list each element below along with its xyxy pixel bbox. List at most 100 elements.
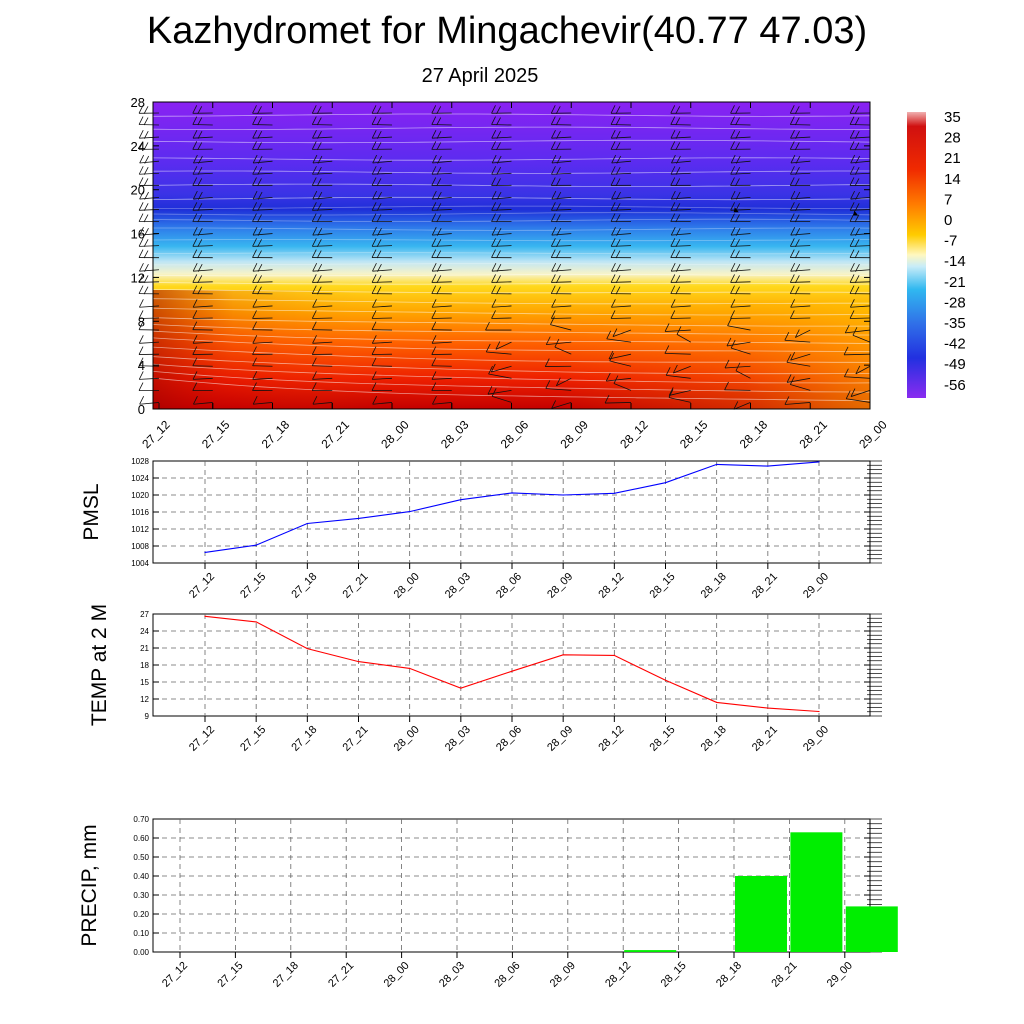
precip-bar [735, 876, 787, 952]
wind-barb-flag [849, 238, 855, 247]
wind-barb-flag [735, 227, 741, 236]
y-tick-label: 1024 [131, 474, 149, 483]
wind-barb-pennant [853, 210, 859, 216]
wind-barb-flag [854, 214, 860, 223]
wind-barb-flag [675, 191, 681, 200]
wind-barb-shaft [611, 269, 632, 272]
wind-barb-flag [794, 142, 800, 151]
wind-barb-flag [192, 274, 198, 283]
wind-barb-shaft [432, 341, 452, 344]
wind-barb-shaft [611, 172, 632, 175]
wind-barb-flag [431, 335, 437, 344]
wind-barb-shaft [726, 341, 751, 347]
wind-barb-shaft [193, 402, 213, 405]
wind-barb-shaft [605, 402, 632, 404]
x-tick-label: 28_18 [699, 724, 729, 754]
wind-barb-flag [192, 177, 198, 186]
wind-barb-flag [377, 227, 382, 236]
wind-barb-flag [491, 213, 496, 222]
wind-barb-shaft [670, 245, 691, 247]
wind-barb-flag [377, 264, 382, 272]
wind-barb-shaft [724, 365, 751, 369]
wind-barb-shaft [730, 269, 751, 272]
wind-barb-flag [143, 142, 149, 151]
wind-barb-flag [615, 239, 621, 248]
x-tick-label: 27_18 [259, 417, 293, 451]
wind-barb-flag [376, 250, 382, 259]
wind-barb-flag [615, 203, 621, 211]
wind-barb-shaft [252, 269, 273, 272]
data-point [511, 670, 513, 672]
isoline [152, 371, 871, 393]
wind-barb-flag [257, 142, 262, 151]
wind-barb-flag [611, 299, 616, 308]
wind-barb-flag [735, 130, 741, 139]
wind-barb-flag [436, 264, 442, 272]
wind-barb-flag [376, 214, 382, 223]
wind-barb-flag [675, 203, 681, 211]
wind-barb-flag [491, 105, 496, 114]
wind-barb-flag [491, 388, 497, 397]
wind-barb-flag [849, 141, 855, 150]
data-point [255, 544, 257, 546]
wind-barb-flag [672, 364, 678, 374]
wind-barb-flag [545, 380, 551, 389]
wind-barb-shaft [312, 245, 333, 247]
isoline [152, 252, 871, 255]
colorbar-label: -14 [944, 253, 966, 270]
wind-barb-flag [670, 310, 676, 319]
wind-barb-flag [854, 167, 860, 175]
wind-barb-flag [257, 239, 262, 248]
wind-barb-shaft [727, 325, 751, 331]
wind-barb-shaft [192, 136, 213, 139]
wind-barb-flag [192, 105, 198, 114]
wind-barb-shaft [611, 209, 632, 211]
wind-barb-shaft [669, 389, 691, 396]
wind-barb-flag [198, 155, 203, 164]
data-point [306, 522, 308, 525]
wind-barb-shaft [193, 269, 213, 272]
wind-barb-flag [257, 155, 263, 164]
wind-barb-flag [192, 249, 198, 258]
wind-barb-shaft [491, 233, 512, 236]
wind-barb-flag [850, 226, 855, 236]
wind-barb-flag [371, 130, 377, 139]
wind-barb-flag [790, 299, 795, 308]
wind-barb-flag [431, 274, 437, 283]
wind-barb-shaft [666, 374, 691, 379]
wind-barb-flag [670, 190, 676, 200]
colorbar-label: 0 [944, 212, 952, 229]
wind-barb-flag [138, 249, 144, 258]
wind-barb-flag [790, 351, 795, 361]
x-tick-label: 28_21 [750, 724, 780, 754]
wind-barb-flag [611, 226, 616, 236]
wind-barb-flag [786, 374, 792, 383]
wind-barb-flag [794, 214, 800, 223]
wind-barb-flag [790, 130, 795, 139]
wind-barb-flag [252, 285, 257, 294]
wind-barb-flag [371, 238, 377, 247]
wind-barb-flag [789, 141, 795, 150]
wind-barb-shaft [733, 402, 751, 410]
wind-barb-flag [311, 141, 317, 150]
wind-barb-flag [257, 178, 262, 187]
wind-barb-flag [257, 130, 263, 139]
wind-barb-shaft [850, 305, 871, 308]
wind-barb-flag [854, 203, 860, 211]
wind-barb-flag [845, 390, 851, 399]
wind-barb-flag [371, 346, 377, 355]
wind-barb-flag [431, 263, 437, 272]
wind-barb-flag [431, 141, 437, 150]
wind-barb-flag [312, 299, 317, 308]
wind-barb-shaft [611, 233, 632, 236]
wind-barb-flag [431, 166, 437, 175]
wind-barb-flag [670, 166, 676, 175]
wind-barb-flag [854, 106, 860, 115]
wind-barb-flag [610, 105, 616, 114]
wind-barb-flag [144, 227, 149, 236]
wind-barb-flag [852, 327, 858, 336]
data-point [613, 492, 615, 494]
wind-barb-flag [671, 154, 676, 164]
wind-barb-flag [556, 167, 561, 175]
isoline [152, 183, 871, 187]
